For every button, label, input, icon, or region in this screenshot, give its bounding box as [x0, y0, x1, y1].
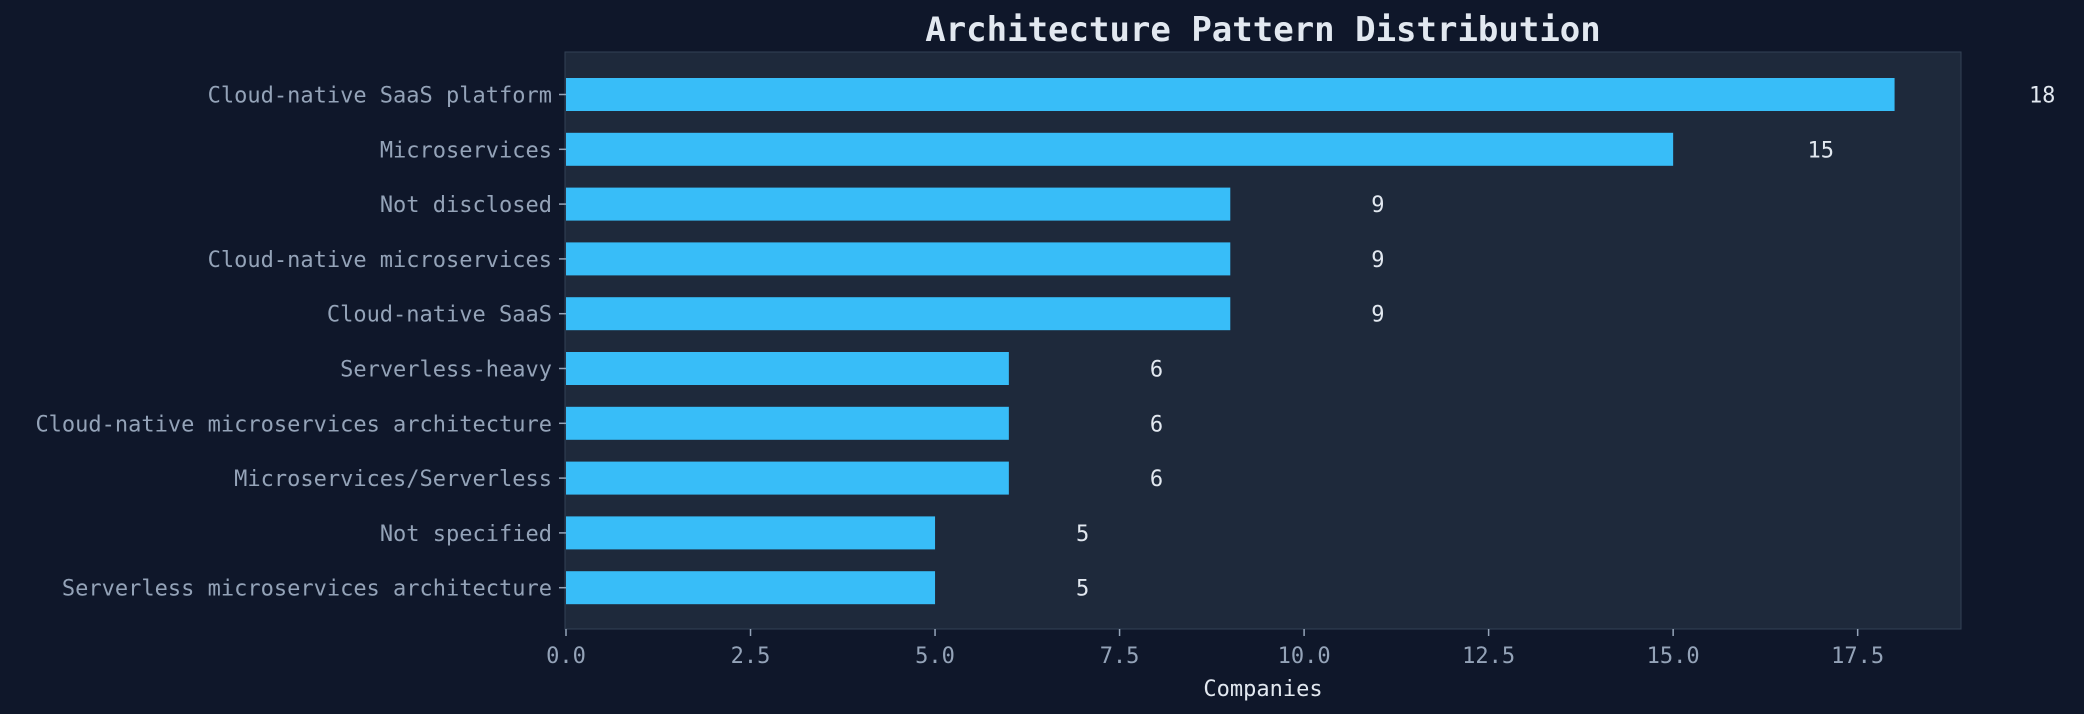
bar	[566, 516, 936, 550]
data-label: 6	[1150, 467, 1163, 492]
data-label: 5	[1076, 577, 1089, 602]
x-tick-label: 2.5	[731, 644, 771, 669]
bar	[566, 352, 1009, 385]
y-tick-label: Serverless microservices architecture	[62, 577, 552, 602]
data-label: 6	[1150, 358, 1163, 383]
y-tick-label: Cloud-native microservices	[208, 248, 552, 273]
x-tick-label: 12.5	[1462, 644, 1515, 669]
data-label: 9	[1371, 248, 1384, 273]
y-tick-label: Microservices	[380, 138, 552, 163]
data-label: 9	[1371, 193, 1384, 218]
bar	[566, 242, 1231, 276]
bar	[566, 406, 1009, 440]
x-tick-label: 5.0	[915, 644, 955, 669]
x-tick-label: 7.5	[1100, 644, 1140, 669]
data-label: 6	[1150, 412, 1163, 437]
x-tick-label: 10.0	[1278, 644, 1331, 669]
bar	[566, 78, 1895, 111]
data-label: 5	[1076, 522, 1089, 547]
y-tick-label: Cloud-native SaaS platform	[208, 84, 552, 109]
bar	[566, 461, 1009, 495]
x-tick-label: 17.5	[1831, 644, 1884, 669]
chart-title: Architecture Pattern Distribution	[925, 10, 1601, 50]
bar	[566, 571, 936, 605]
y-tick-label: Cloud-native microservices architecture	[35, 412, 552, 437]
bar	[566, 187, 1231, 221]
x-axis-label: Companies	[1203, 677, 1322, 702]
y-tick-label: Not specified	[380, 522, 552, 547]
y-tick-label: Not disclosed	[380, 193, 552, 218]
x-tick-label: 0.0	[546, 644, 586, 669]
data-label: 15	[1808, 138, 1835, 163]
data-label: 18	[2029, 84, 2056, 109]
y-tick-label: Serverless-heavy	[340, 358, 552, 383]
data-label: 9	[1371, 303, 1384, 328]
x-tick-label: 15.0	[1647, 644, 1700, 669]
bar	[566, 132, 1674, 166]
y-tick-label: Cloud-native SaaS	[327, 303, 552, 328]
bar	[566, 297, 1231, 331]
y-tick-label: Microservices/Serverless	[234, 467, 552, 492]
